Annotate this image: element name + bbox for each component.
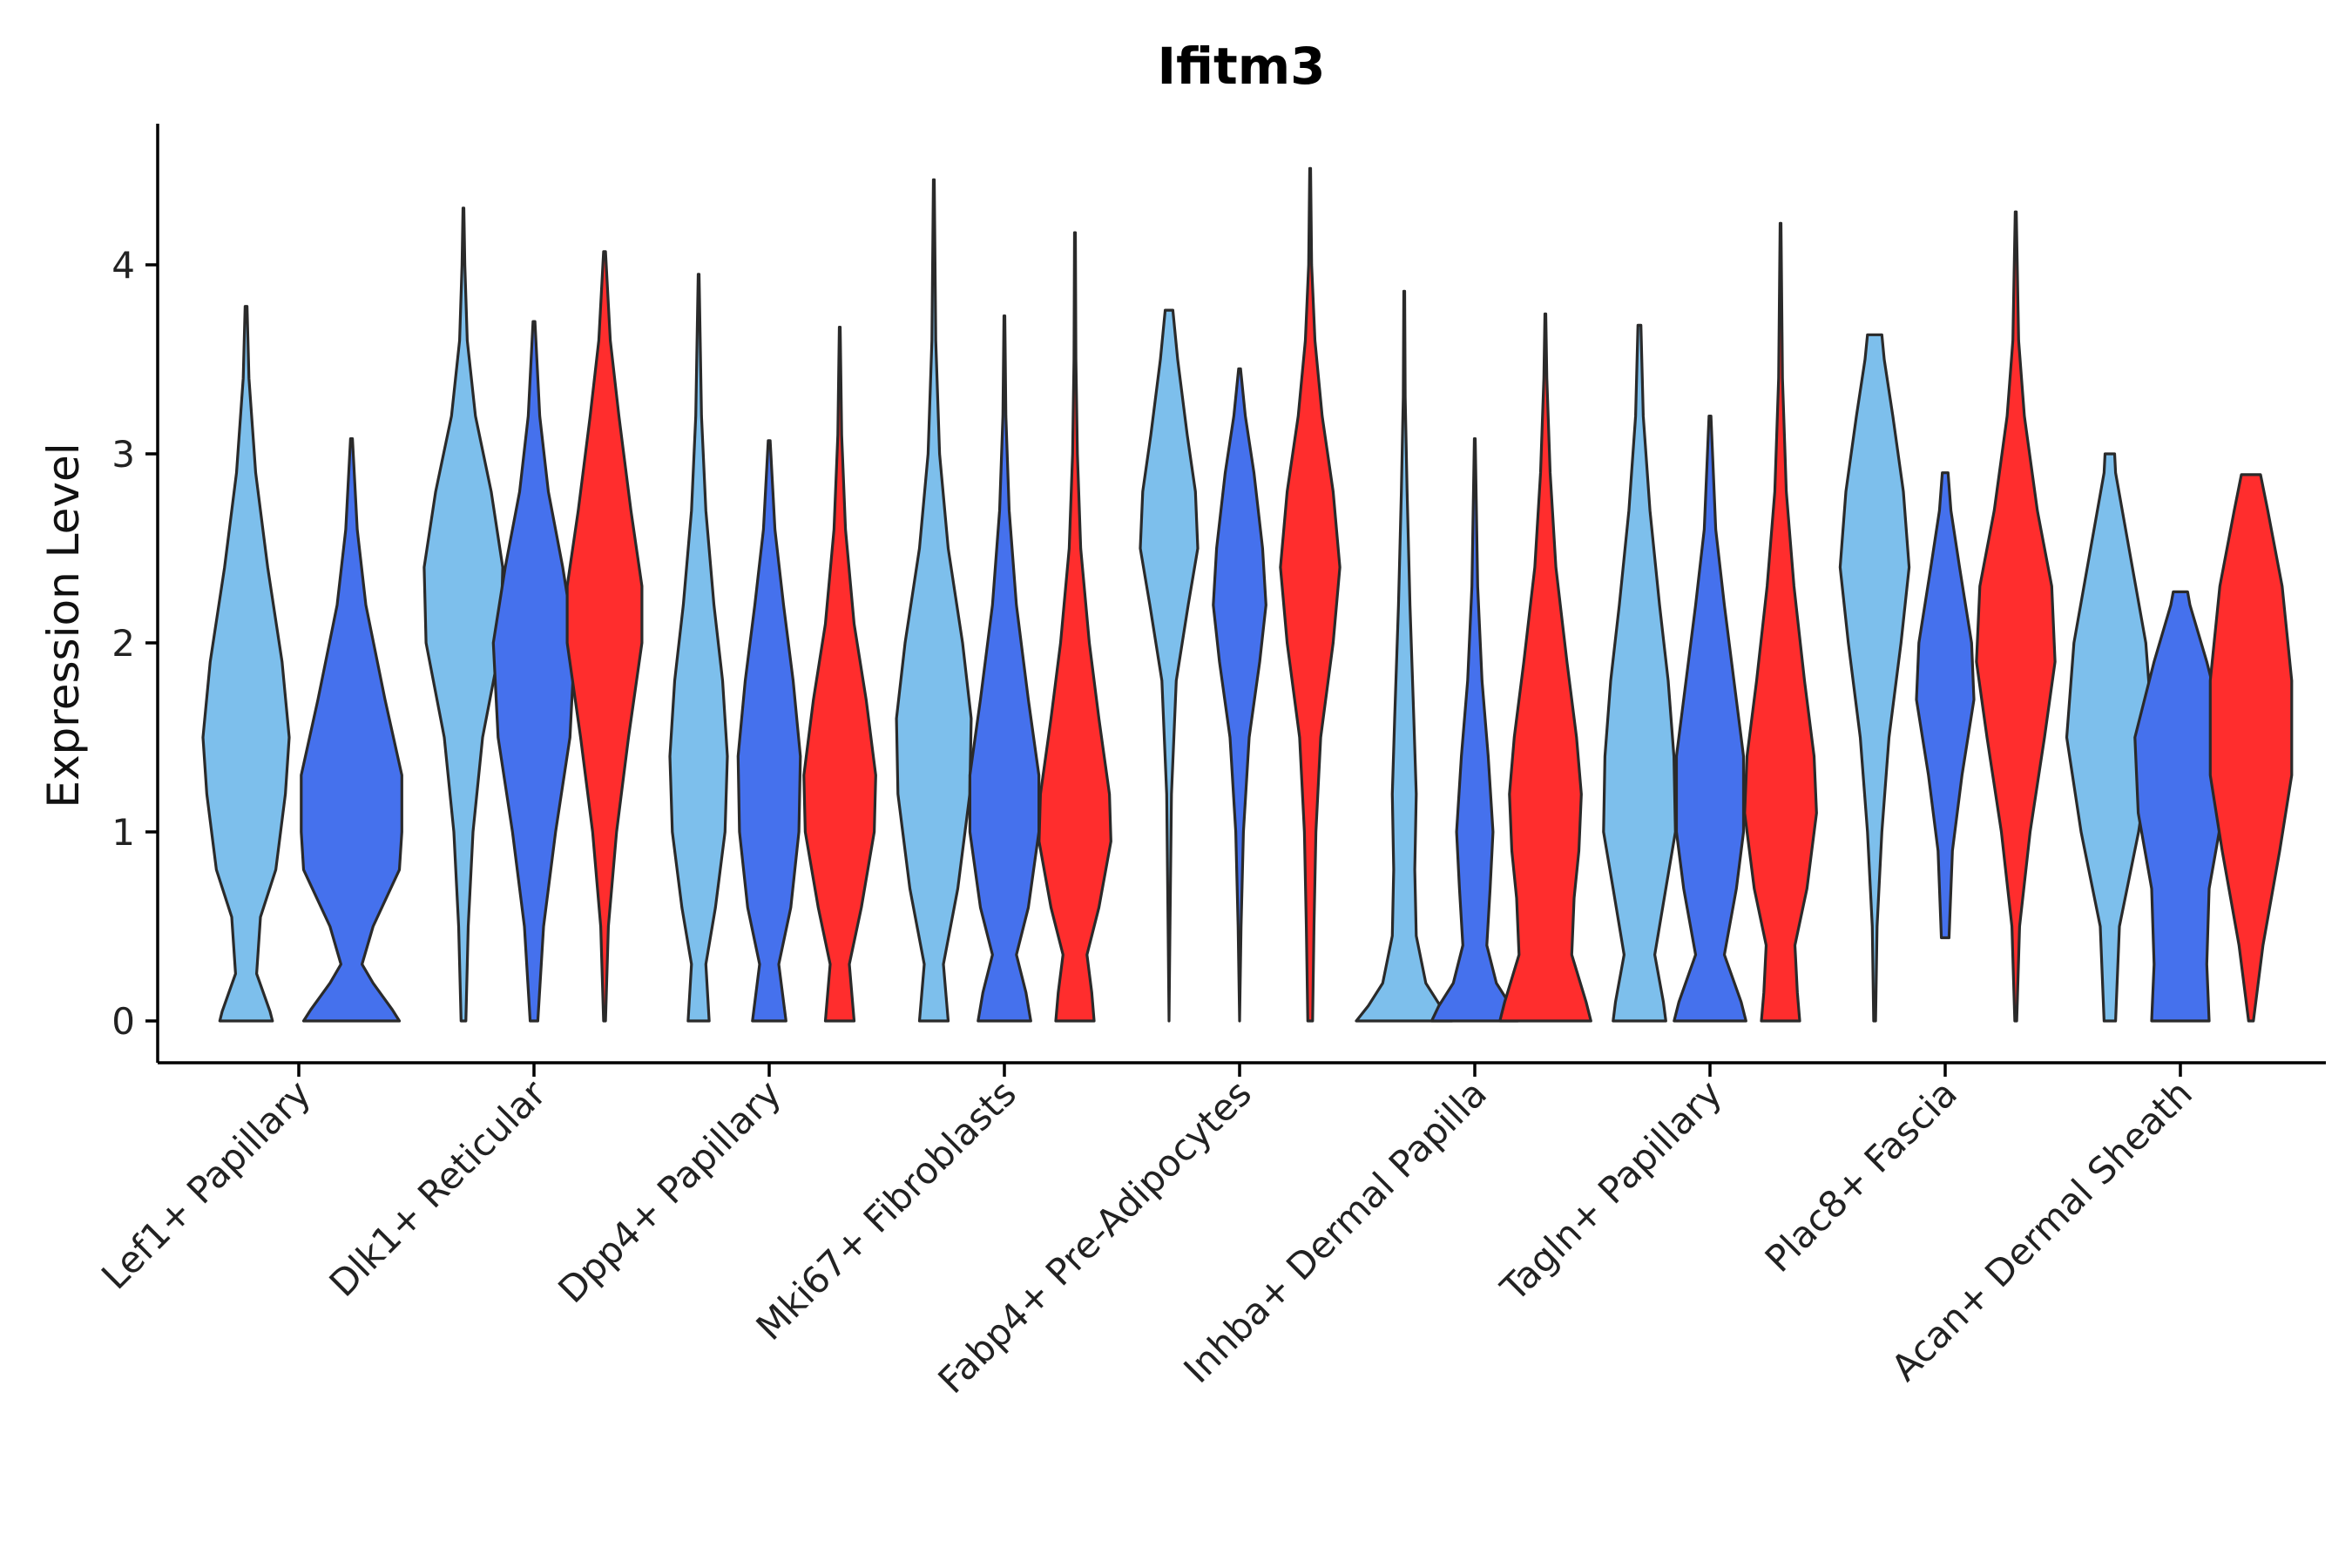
violin-6-1 bbox=[1355, 289, 1454, 1023]
chart-title: Ifitm3 bbox=[1157, 37, 1325, 96]
y-axis-ticks: 0 1 2 3 4 bbox=[112, 244, 158, 1043]
violin-8-1 bbox=[1838, 333, 1911, 1023]
violin-2-1 bbox=[422, 206, 504, 1023]
violin-2-3 bbox=[565, 250, 644, 1023]
x-tick-label: Dpp4+ Papillary bbox=[550, 1071, 789, 1311]
violin-1-1 bbox=[201, 305, 291, 1023]
violin-2-2 bbox=[491, 320, 577, 1023]
y-tick-label: 4 bbox=[112, 244, 135, 287]
violin-5-1 bbox=[1139, 308, 1200, 1023]
violin-layer bbox=[201, 166, 2294, 1023]
violin-7-3 bbox=[1743, 221, 1818, 1023]
violin-9-2 bbox=[2133, 590, 2227, 1023]
y-tick-label: 0 bbox=[112, 1000, 135, 1043]
x-tick-label: Mki67+ Fibroblasts bbox=[748, 1071, 1024, 1348]
violin-4-1 bbox=[895, 178, 973, 1023]
x-tick-label: Tagln+ Papillary bbox=[1492, 1071, 1730, 1309]
violin-5-3 bbox=[1279, 166, 1342, 1023]
y-tick-label: 2 bbox=[112, 622, 135, 665]
violin-5-2 bbox=[1212, 367, 1267, 1023]
violin-3-3 bbox=[802, 326, 877, 1023]
y-tick-label: 1 bbox=[112, 811, 135, 854]
y-tick-label: 3 bbox=[112, 433, 135, 476]
violin-4-3 bbox=[1037, 231, 1112, 1023]
x-tick-label: Lef1+ Papillary bbox=[93, 1071, 319, 1297]
x-tick-label: Plac8+ Fascia bbox=[1757, 1071, 1965, 1280]
violin-1-2 bbox=[300, 437, 403, 1023]
violin-3-1 bbox=[668, 273, 729, 1023]
violin-7-1 bbox=[1602, 323, 1677, 1023]
violin-4-2 bbox=[968, 314, 1041, 1023]
violin-8-2 bbox=[1915, 471, 1976, 940]
violin-6-3 bbox=[1498, 312, 1592, 1023]
violin-7-2 bbox=[1673, 415, 1747, 1023]
y-axis-title: Expression Level bbox=[38, 443, 89, 808]
violin-6-2 bbox=[1429, 437, 1520, 1023]
x-tick-label: Dlk1+ Reticular bbox=[321, 1071, 555, 1305]
violin-3-2 bbox=[736, 439, 802, 1023]
violin-8-3 bbox=[1975, 210, 2057, 1023]
violin-9-3 bbox=[2208, 473, 2294, 1023]
